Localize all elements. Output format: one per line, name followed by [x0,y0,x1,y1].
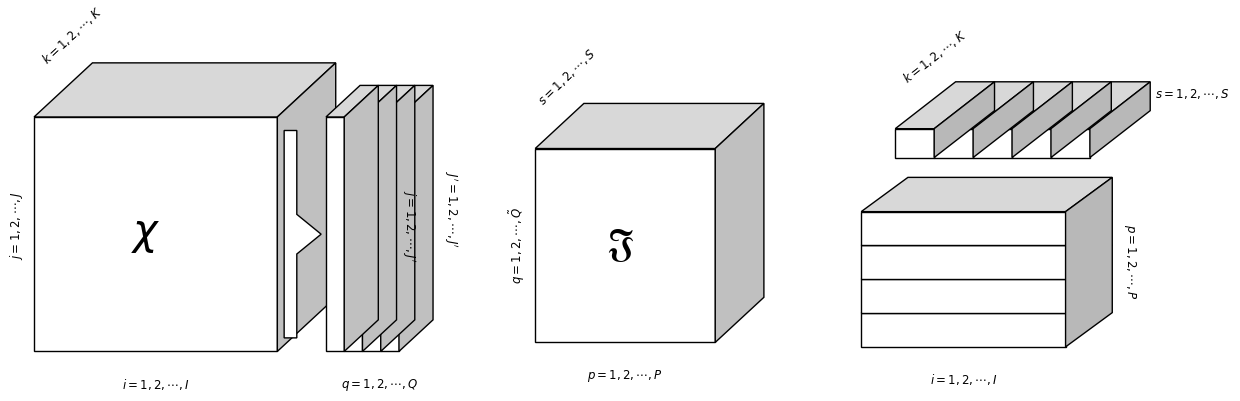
Polygon shape [362,85,415,117]
Polygon shape [381,117,399,351]
Text: $s=1,2,\cdots,S$: $s=1,2,\cdots,S$ [536,46,599,108]
Text: $k=1,2,\cdots,K$: $k=1,2,\cdots,K$ [38,4,105,67]
Polygon shape [326,117,345,351]
Polygon shape [934,82,1033,129]
Polygon shape [1052,82,1151,129]
Polygon shape [862,313,1065,347]
Polygon shape [973,82,1033,158]
Text: $J'=1,2,\cdots,J'$: $J'=1,2,\cdots,J'$ [441,171,459,248]
Polygon shape [33,63,336,117]
Polygon shape [345,85,397,117]
Polygon shape [862,279,1065,313]
Polygon shape [862,212,1065,245]
Polygon shape [862,177,1112,212]
Polygon shape [278,63,336,351]
Polygon shape [399,85,433,351]
Polygon shape [862,279,1112,313]
Text: $q=1,2,\cdots,\tilde{Q}$: $q=1,2,\cdots,\tilde{Q}$ [508,207,527,284]
Text: $k=1,2,\cdots,K$: $k=1,2,\cdots,K$ [900,26,970,85]
Polygon shape [536,103,764,148]
Text: $\mathfrak{J}$: $\mathfrak{J}$ [606,227,635,264]
Polygon shape [1012,82,1111,129]
Polygon shape [381,85,415,351]
Polygon shape [1090,82,1151,158]
Polygon shape [973,129,1012,158]
Polygon shape [326,85,378,117]
Text: $q=1,2,\cdots,Q$: $q=1,2,\cdots,Q$ [341,377,418,393]
Polygon shape [381,85,433,117]
Text: $s=1,2,\cdots,S$: $s=1,2,\cdots,S$ [1156,87,1230,101]
Polygon shape [345,117,362,351]
Polygon shape [715,103,764,342]
Polygon shape [862,211,1112,245]
Text: $p=1,2,\cdots,P$: $p=1,2,\cdots,P$ [588,368,663,384]
Polygon shape [895,129,934,158]
Text: $i=1,2,\cdots,I$: $i=1,2,\cdots,I$ [122,377,190,392]
Polygon shape [1052,82,1111,158]
Polygon shape [284,130,321,338]
Polygon shape [934,82,994,158]
Polygon shape [1012,129,1052,158]
Polygon shape [1052,129,1090,158]
Polygon shape [973,82,1073,129]
Polygon shape [1012,82,1073,158]
Polygon shape [895,82,994,129]
Text: $j=1,2,\cdots,J'$: $j=1,2,\cdots,J'$ [401,190,418,262]
Polygon shape [345,85,378,351]
Text: $p=1,2,\cdots,P$: $p=1,2,\cdots,P$ [1122,224,1138,300]
Polygon shape [362,117,381,351]
Text: $i=1,2,\cdots,I$: $i=1,2,\cdots,I$ [930,372,997,387]
Polygon shape [536,148,715,342]
Text: $\chi$: $\chi$ [131,213,161,255]
Polygon shape [33,117,278,351]
Polygon shape [1065,177,1112,347]
Polygon shape [862,245,1065,279]
Polygon shape [362,85,397,351]
Polygon shape [862,245,1112,279]
Polygon shape [934,129,973,158]
Text: $j=1,2,\cdots,J$: $j=1,2,\cdots,J$ [7,191,25,259]
